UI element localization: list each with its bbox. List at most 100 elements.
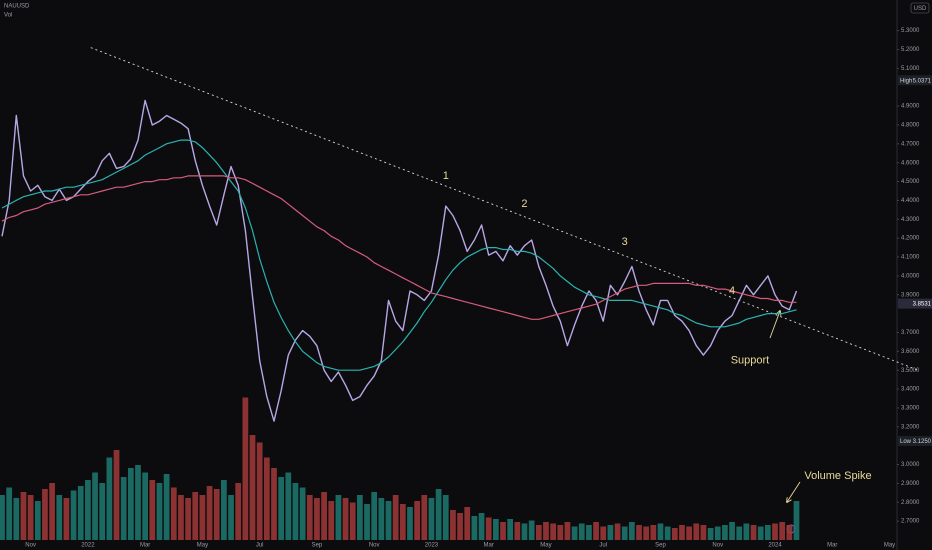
volume-bar	[292, 483, 299, 540]
x-tick-label: Mar	[484, 543, 494, 549]
volume-bar	[521, 523, 528, 540]
volume-bar	[135, 465, 141, 540]
y-tick-label: 3.6000	[901, 349, 920, 355]
volume-bar	[306, 495, 313, 540]
volume-bar	[500, 522, 506, 540]
volume-bar	[127, 468, 134, 540]
volume-bar	[671, 528, 678, 540]
volume-bar	[221, 480, 227, 540]
volume-bar	[156, 483, 163, 540]
volume-bar	[378, 498, 385, 540]
y-tick-label: 3.9000	[901, 292, 920, 298]
volume-bar	[514, 522, 521, 540]
volume-bar	[528, 520, 535, 540]
y-tick-label: 5.3000	[901, 28, 920, 34]
volume-bar	[464, 507, 471, 540]
symbol: NAUUSD	[4, 4, 30, 10]
x-tick-label: Nov	[712, 543, 723, 549]
series-line	[1, 139, 797, 371]
volume-bar	[13, 498, 20, 540]
volume-bar	[743, 523, 750, 540]
volume-bar	[185, 498, 191, 540]
volume-bar	[793, 501, 800, 540]
y-tick-label: 4.7000	[901, 141, 920, 147]
series-line	[1, 99, 798, 422]
volume-bar	[493, 519, 499, 540]
y-tick-label: 4.9000	[901, 104, 920, 110]
volume-bar	[385, 501, 392, 540]
volume-bar	[63, 498, 70, 540]
volume-bar	[664, 526, 671, 540]
annotation: 4	[729, 285, 735, 297]
volume-bar	[643, 526, 650, 540]
x-tick-label: Nov	[369, 543, 380, 549]
y-tick-label: 4.8000	[901, 123, 920, 129]
volume-bar	[271, 468, 277, 540]
volume-bar	[92, 472, 98, 540]
volume-bar	[550, 523, 556, 540]
x-tick-label: Mar	[827, 543, 837, 549]
x-tick-label: Jul	[599, 543, 607, 549]
volume-bar	[70, 490, 77, 540]
volume-bar	[278, 477, 285, 540]
volume-bar	[628, 522, 635, 540]
volume-bar	[85, 480, 91, 540]
volume-bar	[607, 525, 614, 540]
y-tick-label: 3.4000	[901, 387, 920, 393]
volume-title: Vol	[4, 13, 12, 19]
volume-bar	[700, 525, 707, 540]
volume-bar	[149, 480, 156, 540]
volume-bar	[206, 486, 213, 540]
y-tick-label: 5.1000	[901, 66, 920, 72]
volume-bar	[170, 487, 177, 540]
volume-bar	[77, 486, 84, 540]
volume-bar	[199, 495, 206, 540]
low-label: Low	[900, 439, 912, 445]
volume-bar	[235, 483, 242, 540]
x-tick-label: Sep	[312, 543, 323, 549]
volume-bar	[27, 495, 34, 540]
volume-bar	[113, 450, 120, 540]
y-tick-label: 2.8000	[901, 500, 920, 506]
volume-bar	[20, 492, 27, 540]
x-tick-label: May	[540, 543, 551, 549]
last-box	[898, 298, 932, 309]
volume-bar	[242, 397, 249, 540]
high-value: 5.0371	[913, 78, 932, 84]
y-tick-label: 5.2000	[901, 47, 920, 53]
volume-bar	[736, 526, 743, 540]
volume-bar	[729, 522, 735, 540]
volume-bar	[106, 457, 113, 540]
y-tick-label: 4.4000	[901, 198, 920, 204]
volume-bar	[707, 528, 714, 540]
volume-bar	[213, 489, 220, 540]
volume-bar	[485, 517, 492, 540]
y-tick-label: 4.2000	[901, 236, 920, 242]
volume-bar	[578, 523, 585, 540]
volume-bar	[371, 492, 378, 540]
volume-bar	[571, 526, 578, 540]
volume-bar	[657, 523, 664, 540]
volume-bar	[435, 489, 442, 540]
volume-bar	[99, 483, 106, 540]
y-tick-label: 4.6000	[901, 160, 920, 166]
volume-bar	[0, 495, 5, 540]
volume-bar	[142, 472, 149, 540]
volume-bar	[342, 498, 349, 540]
volume-bar	[764, 525, 771, 540]
x-tick-label: 2023	[425, 543, 439, 549]
y-tick-label: 4.5000	[901, 179, 920, 185]
x-tick-label: Nov	[25, 543, 36, 549]
volume-bar	[421, 495, 428, 540]
x-tick-label: 2022	[81, 543, 95, 549]
volume-bar	[442, 495, 449, 540]
volume-bar	[772, 523, 778, 540]
volume-bar	[256, 442, 263, 540]
volume-bar	[49, 483, 55, 540]
volume-bar	[314, 498, 320, 540]
volume-bar	[507, 519, 514, 540]
volume-bar	[285, 472, 292, 540]
y-tick-label: 4.0000	[901, 273, 920, 279]
volume-bar	[600, 526, 607, 540]
